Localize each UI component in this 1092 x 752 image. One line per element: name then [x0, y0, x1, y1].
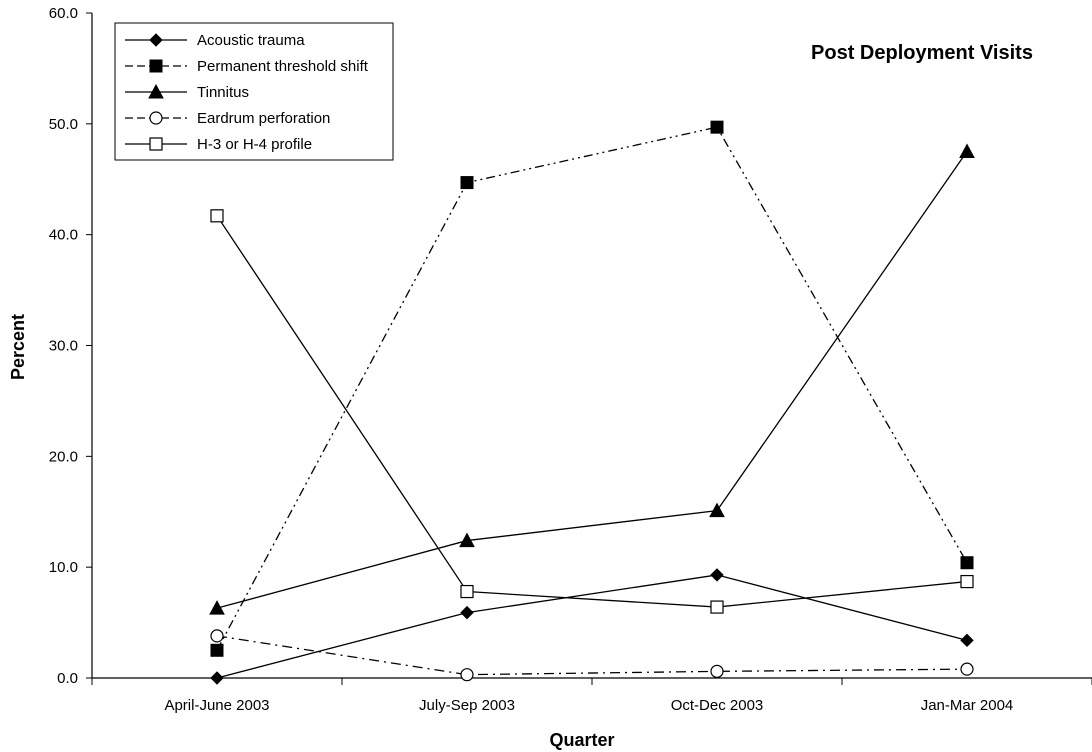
x-tick-label: July-Sep 2003 [419, 697, 515, 714]
series-layer [209, 120, 975, 685]
legend: Acoustic trauma Permanent threshold shift… [114, 22, 394, 161]
data-point-tinnitus [459, 532, 475, 548]
data-point-eardrum-perforation [710, 664, 724, 678]
data-point-acoustic-trauma [710, 568, 724, 582]
data-point-tinnitus [959, 143, 975, 159]
data-point-eardrum-perforation [960, 662, 974, 676]
data-point-tinnitus [709, 502, 725, 518]
legend-label: Acoustic trauma [197, 32, 305, 49]
legend-marker [149, 59, 163, 73]
x-axis-title: Quarter [549, 730, 614, 750]
series-line-acoustic-trauma [216, 574, 968, 679]
series-line-tinnitus [216, 151, 968, 609]
y-tick-label: 20.0 [49, 448, 78, 465]
legend-label: Eardrum perforation [197, 110, 330, 127]
data-point-eardrum-perforation [460, 668, 474, 682]
chart-title: Post Deployment Visits [811, 42, 1033, 64]
legend-marker [149, 33, 163, 47]
data-point-permanent-threshold-shift [710, 120, 724, 134]
y-tick-label: 60.0 [49, 5, 78, 22]
y-axis-ticks: 0.0 10.0 20.0 30.0 40.0 50.0 60.0 [49, 5, 92, 687]
data-point-acoustic-trauma [210, 671, 224, 685]
y-tick-label: 40.0 [49, 227, 78, 244]
series-line-permanent-threshold-shift [216, 126, 968, 651]
data-point-acoustic-trauma [460, 605, 474, 620]
legend-label: Permanent threshold shift [197, 58, 369, 75]
x-tick-label: April-June 2003 [164, 697, 269, 714]
data-point-h-3-or-h-4-profile [210, 209, 224, 223]
legend-marker [148, 83, 164, 99]
x-tick-label: Oct-Dec 2003 [671, 697, 764, 714]
y-tick-label: 50.0 [49, 116, 78, 133]
series-tinnitus [209, 143, 975, 615]
legend-marker [149, 137, 163, 151]
data-point-acoustic-trauma [960, 633, 974, 648]
series-line-eardrum-perforation [216, 635, 968, 676]
series-line-h-3-or-h-4-profile [216, 215, 968, 608]
legend-item-eardrum-perforation: Eardrum perforation [125, 110, 330, 127]
legend-label: H-3 or H-4 profile [197, 136, 312, 153]
y-tick-label: 0.0 [57, 670, 78, 687]
data-point-tinnitus [209, 600, 225, 615]
data-point-h-3-or-h-4-profile [710, 600, 724, 614]
y-axis-title: Percent [8, 314, 28, 380]
legend-label: Tinnitus [197, 84, 249, 101]
y-tick-label: 30.0 [49, 338, 78, 355]
series-permanent-threshold-shift [210, 120, 974, 657]
series-eardrum-perforation [210, 629, 974, 682]
data-point-permanent-threshold-shift [210, 643, 224, 657]
legend-marker [149, 111, 163, 125]
data-point-permanent-threshold-shift [460, 176, 474, 190]
y-tick-label: 10.0 [49, 559, 78, 576]
legend-item-acoustic-trauma: Acoustic trauma [125, 32, 305, 49]
series-h-3-or-h-4-profile [210, 209, 974, 614]
data-point-eardrum-perforation [210, 629, 224, 643]
x-axis-ticks: April-June 2003 July-Sep 2003 Oct-Dec 2003… [91, 678, 1092, 714]
x-tick-label: Jan-Mar 2004 [921, 697, 1014, 714]
data-point-permanent-threshold-shift [960, 556, 974, 570]
legend-item-permanent-threshold-shift: Permanent threshold shift [125, 58, 369, 75]
legend-item-tinnitus: Tinnitus [125, 83, 249, 101]
series-acoustic-trauma [210, 568, 974, 685]
data-point-h-3-or-h-4-profile [460, 584, 474, 599]
data-point-h-3-or-h-4-profile [960, 574, 974, 589]
legend-item-h-3-or-h-4-profile: H-3 or H-4 profile [125, 136, 312, 153]
